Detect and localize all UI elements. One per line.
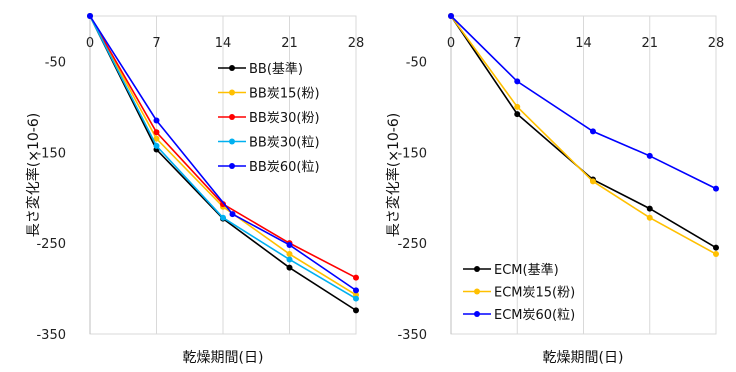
legend-label: ECM炭15(粉): [494, 286, 575, 301]
x-tick-label: 7: [152, 36, 160, 51]
left-chart: 0 7 14 21 28 -50 -150 -250 -350 乾燥期間(日) 長さ変化率(×10-…: [25, 13, 364, 366]
data-point: [713, 185, 719, 192]
data-point: [220, 201, 226, 208]
legend-swatch-marker: [229, 163, 235, 169]
data-point: [153, 142, 160, 149]
data-point: [286, 256, 293, 263]
y-tick-label: -250: [397, 237, 427, 252]
y-tick-label: -50: [45, 55, 66, 70]
x-axis-title: 乾燥期間(日): [543, 350, 624, 366]
data-point: [153, 129, 160, 136]
legend-swatch-marker: [229, 89, 235, 96]
y-tick-label: -150: [36, 146, 66, 161]
data-point: [353, 274, 359, 281]
y-tick-label: -50: [406, 55, 427, 70]
x-axis-title: 乾燥期間(日): [183, 350, 264, 366]
data-point: [646, 152, 653, 159]
legend-swatch-marker: [474, 288, 480, 295]
legend-label: BB炭60(粒): [249, 160, 320, 175]
y-tick-label: -350: [397, 328, 427, 343]
y-axis-title: 長さ変化率(×10-6): [385, 113, 402, 237]
legend-swatch-marker: [474, 266, 480, 272]
data-point: [353, 295, 359, 302]
legend-label: ECM(基準): [494, 262, 559, 278]
legend: BB(基準) BB炭15(粉) BB炭30(粉) BB炭30(粒) BB炭60(粒): [218, 61, 320, 175]
legend-swatch-marker: [474, 311, 480, 317]
legend-swatch-marker: [229, 65, 235, 71]
data-point: [713, 244, 719, 251]
data-point: [514, 103, 521, 110]
y-tick-label: -150: [397, 146, 427, 161]
data-point: [286, 264, 293, 271]
x-tick-label: 21: [281, 36, 298, 51]
data-point: [448, 13, 454, 19]
data-point: [153, 117, 160, 124]
data-point: [514, 111, 521, 118]
data-point: [286, 251, 293, 258]
data-point: [286, 241, 293, 248]
x-tick-label: 14: [575, 36, 592, 51]
data-point: [514, 78, 521, 85]
x-tick-label: 28: [348, 36, 365, 51]
legend-label: ECM炭60(粒): [494, 308, 575, 323]
x-tick-label: 0: [447, 36, 455, 51]
legend-label: BB(基準): [249, 61, 303, 77]
data-point: [87, 13, 93, 19]
data-point: [646, 205, 653, 212]
legend-swatch-marker: [229, 138, 235, 145]
y-tick-label: -250: [36, 237, 66, 252]
legend: ECM(基準) ECM炭15(粉) ECM炭60(粒): [463, 262, 575, 323]
legend-label: BB炭30(粒): [249, 136, 320, 151]
data-point: [589, 178, 596, 185]
x-tick-label: 21: [641, 36, 658, 51]
legend-swatch-marker: [229, 114, 235, 120]
data-point: [220, 214, 226, 221]
y-tick-label: -350: [36, 328, 66, 343]
data-point: [353, 307, 359, 314]
x-tick-label: 0: [86, 36, 94, 51]
right-chart: 0 7 14 21 28 -50 -150 -250 -350 乾燥期間(日) 長さ変化率(×10-…: [385, 13, 724, 366]
data-point: [229, 211, 236, 218]
legend-label: BB炭15(粉): [249, 87, 320, 102]
legend-label: BB炭30(粉): [249, 111, 320, 126]
x-tick-label: 7: [513, 36, 521, 51]
data-point: [589, 128, 596, 135]
x-tick-label: 28: [708, 36, 725, 51]
x-tick-label: 14: [215, 36, 232, 51]
data-point: [153, 135, 160, 142]
data-point: [646, 214, 653, 221]
y-axis-title: 長さ変化率(×10-6): [25, 113, 42, 237]
data-point: [353, 287, 359, 294]
data-point: [713, 251, 719, 258]
